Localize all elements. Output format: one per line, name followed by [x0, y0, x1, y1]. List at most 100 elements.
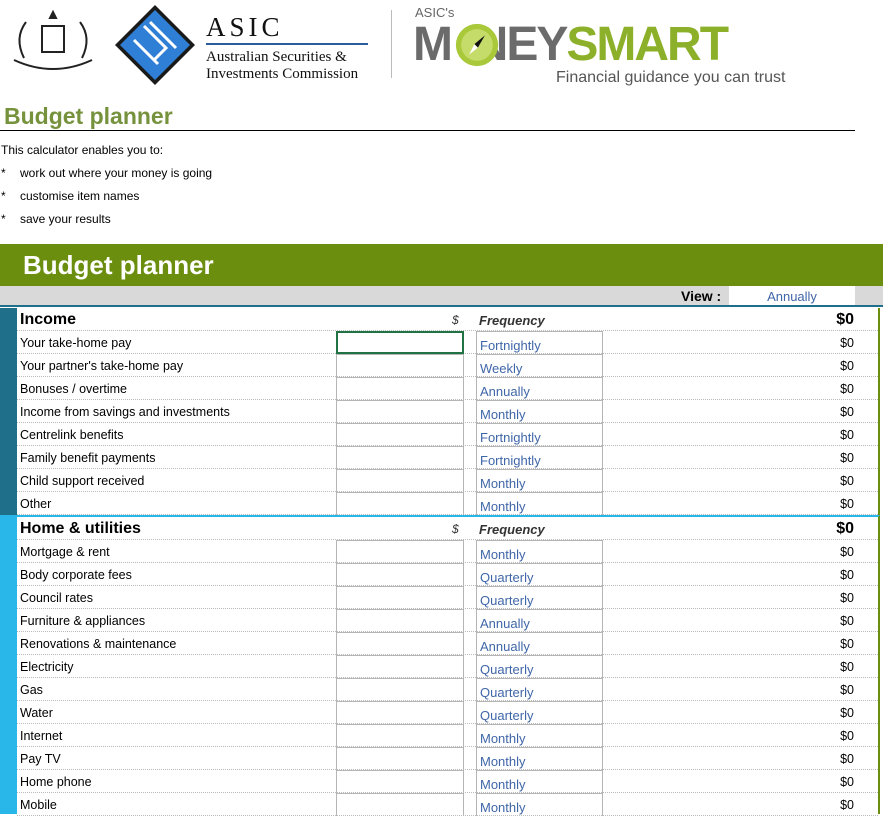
item-label[interactable]: Council rates — [20, 591, 93, 605]
frequency-select[interactable]: Weekly — [476, 354, 603, 377]
item-label[interactable]: Mobile — [20, 798, 57, 812]
amount-input[interactable] — [336, 540, 464, 563]
section-header: Home & utilities $ Frequency $0 — [17, 517, 878, 540]
frequency-header: Frequency — [479, 313, 545, 328]
view-select[interactable]: Annually — [729, 286, 855, 305]
item-label[interactable]: Your partner's take-home pay — [20, 359, 184, 373]
item-total: $0 — [840, 591, 854, 605]
amount-input[interactable] — [336, 331, 464, 354]
amount-input[interactable] — [336, 563, 464, 586]
frequency-select[interactable]: Quarterly — [476, 701, 603, 724]
bullet-item: * save your results — [1, 208, 212, 231]
planner-title-bar: Budget planner — [0, 244, 883, 286]
frequency-select[interactable]: Monthly — [476, 770, 603, 793]
item-label[interactable]: Income from savings and investments — [20, 405, 230, 419]
item-label[interactable]: Pay TV — [20, 752, 61, 766]
amount-input[interactable] — [336, 469, 464, 492]
section-accent — [0, 308, 17, 515]
item-label[interactable]: Home phone — [20, 775, 92, 789]
amount-input[interactable] — [336, 655, 464, 678]
section-header: Income $ Frequency $0 — [17, 308, 878, 331]
table-row: Internet Monthly $0 — [17, 724, 878, 747]
frequency-select[interactable]: Fortnightly — [476, 446, 603, 469]
item-label[interactable]: Family benefit payments — [20, 451, 156, 465]
bullet-star: * — [1, 189, 6, 203]
amount-input[interactable] — [336, 701, 464, 724]
table-row: Your partner's take-home pay Weekly $0 — [17, 354, 878, 377]
item-total: $0 — [840, 729, 854, 743]
amount-input[interactable] — [336, 377, 464, 400]
frequency-select[interactable]: Annually — [476, 609, 603, 632]
item-label[interactable]: Other — [20, 497, 52, 511]
item-label[interactable]: Furniture & appliances — [20, 614, 146, 628]
frequency-select[interactable]: Quarterly — [476, 563, 603, 586]
table-row: Gas Quarterly $0 — [17, 678, 878, 701]
frequency-select[interactable]: Fortnightly — [476, 331, 603, 354]
item-label[interactable]: Body corporate fees — [20, 568, 132, 582]
item-label[interactable]: Renovations & maintenance — [20, 637, 177, 651]
frequency-select[interactable]: Monthly — [476, 492, 603, 515]
section-home-utilities: Home & utilities $ Frequency $0 Mortgage & r… — [0, 515, 880, 816]
amount-input[interactable] — [336, 492, 464, 515]
item-total: $0 — [840, 405, 854, 419]
item-label[interactable]: Your take-home pay — [20, 336, 132, 350]
frequency-select[interactable]: Annually — [476, 377, 603, 400]
item-total: $0 — [840, 637, 854, 651]
item-label[interactable]: Internet — [20, 729, 63, 743]
amount-input[interactable] — [336, 770, 464, 793]
item-total: $0 — [840, 359, 854, 373]
frequency-select[interactable]: Monthly — [476, 540, 603, 563]
frequency-select[interactable]: Monthly — [476, 747, 603, 770]
table-row: Your take-home pay Fortnightly $0 — [17, 331, 878, 354]
amount-input[interactable] — [336, 400, 464, 423]
frequency-select[interactable]: Quarterly — [476, 678, 603, 701]
table-row: Bonuses / overtime Annually $0 — [17, 377, 878, 400]
amount-input[interactable] — [336, 632, 464, 655]
table-row: Renovations & maintenance Annually $0 — [17, 632, 878, 655]
item-total: $0 — [840, 497, 854, 511]
table-row: Water Quarterly $0 — [17, 701, 878, 724]
header-logos: ASIC Australian Securities & Investments … — [0, 0, 883, 100]
item-label[interactable]: Gas — [20, 683, 43, 697]
frequency-select[interactable]: Monthly — [476, 400, 603, 423]
amount-input[interactable] — [336, 678, 464, 701]
item-label[interactable]: Electricity — [20, 660, 74, 674]
table-row: Income from savings and investments Month… — [17, 400, 878, 423]
frequency-select[interactable]: Fortnightly — [476, 423, 603, 446]
amount-input[interactable] — [336, 446, 464, 469]
bullet-item: * customise item names — [1, 185, 212, 208]
item-label[interactable]: Water — [20, 706, 53, 720]
frequency-select[interactable]: Monthly — [476, 469, 603, 492]
section-accent — [0, 517, 17, 814]
item-label[interactable]: Bonuses / overtime — [20, 382, 127, 396]
table-row: Other Monthly $0 — [17, 492, 878, 515]
amount-header: $ — [452, 522, 459, 536]
amount-input[interactable] — [336, 724, 464, 747]
item-total: $0 — [840, 706, 854, 720]
amount-input[interactable] — [336, 793, 464, 816]
section-income: Income $ Frequency $0 Your take-home pay Fort… — [0, 308, 880, 515]
item-label[interactable]: Mortgage & rent — [20, 545, 110, 559]
frequency-select[interactable]: Quarterly — [476, 655, 603, 678]
amount-input[interactable] — [336, 423, 464, 446]
coat-of-arms-logo — [13, 9, 93, 70]
table-row: Electricity Quarterly $0 — [17, 655, 878, 678]
table-row: Furniture & appliances Annually $0 — [17, 609, 878, 632]
frequency-select[interactable]: Annually — [476, 632, 603, 655]
item-total: $0 — [840, 451, 854, 465]
item-total: $0 — [840, 568, 854, 582]
amount-input[interactable] — [336, 354, 464, 377]
amount-input[interactable] — [336, 747, 464, 770]
item-label[interactable]: Centrelink benefits — [20, 428, 124, 442]
frequency-select[interactable]: Monthly — [476, 793, 603, 816]
amount-input[interactable] — [336, 609, 464, 632]
frequency-select[interactable]: Monthly — [476, 724, 603, 747]
intro: This calculator enables you to: * work ou… — [1, 139, 212, 231]
table-row: Mobile Monthly $0 — [17, 793, 878, 816]
bullet-star: * — [1, 166, 6, 180]
item-label[interactable]: Child support received — [20, 474, 145, 488]
frequency-select[interactable]: Quarterly — [476, 586, 603, 609]
section-title: Home & utilities — [20, 520, 141, 537]
bullet-item: * work out where your money is going — [1, 162, 212, 185]
amount-input[interactable] — [336, 586, 464, 609]
